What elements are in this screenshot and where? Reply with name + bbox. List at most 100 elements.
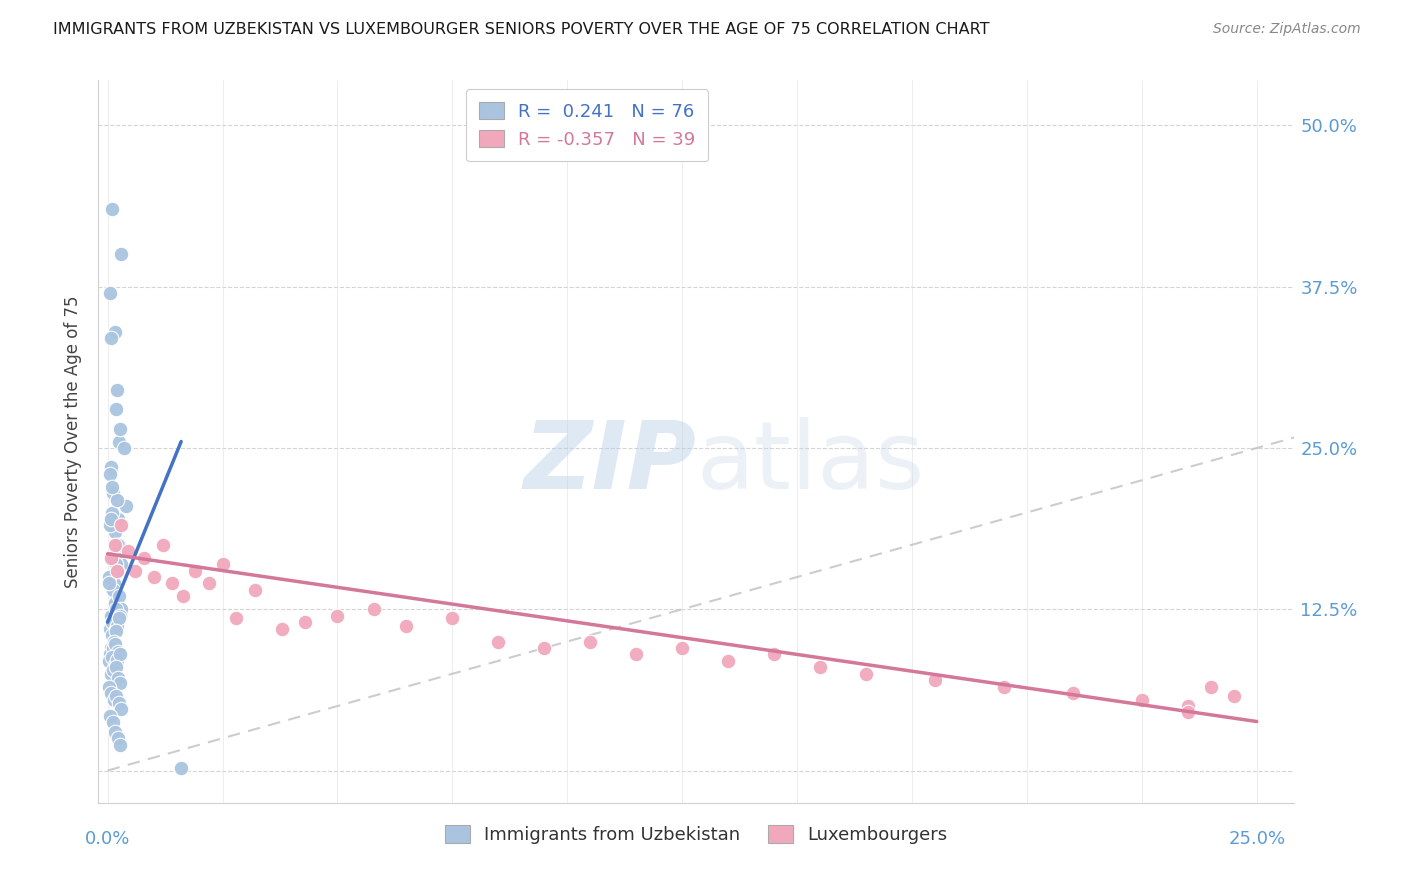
Point — [100, 480, 122, 494]
Point — [110, 602, 132, 616]
Point — [104, 538, 127, 552]
Point — [101, 628, 124, 642]
Point — [108, 608, 131, 623]
Point — [160, 576, 183, 591]
Point — [103, 634, 125, 648]
Point — [101, 714, 124, 729]
Point — [104, 724, 127, 739]
Point — [98, 680, 121, 694]
Point — [1177, 706, 1199, 720]
Point — [112, 441, 135, 455]
Point — [101, 582, 124, 597]
Point — [103, 325, 125, 339]
Point — [107, 590, 129, 604]
Point — [100, 608, 122, 623]
Point — [108, 544, 131, 558]
Point — [170, 761, 193, 775]
Point — [101, 640, 124, 655]
Text: IMMIGRANTS FROM UZBEKISTAN VS LUXEMBOURGER SENIORS POVERTY OVER THE AGE OF 75 CO: IMMIGRANTS FROM UZBEKISTAN VS LUXEMBOURG… — [53, 22, 990, 37]
Legend: Immigrants from Uzbekistan, Luxembourgers: Immigrants from Uzbekistan, Luxembourger… — [436, 816, 956, 853]
Y-axis label: Seniors Poverty Over the Age of 75: Seniors Poverty Over the Age of 75 — [65, 295, 83, 588]
Point — [142, 570, 165, 584]
Point — [184, 564, 207, 578]
Point — [395, 619, 418, 633]
Point — [486, 634, 509, 648]
Point — [105, 652, 128, 666]
Point — [103, 576, 125, 591]
Point — [100, 460, 122, 475]
Point — [107, 697, 129, 711]
Text: ZIP: ZIP — [523, 417, 696, 509]
Point — [100, 615, 122, 630]
Point — [103, 624, 125, 639]
Point — [100, 666, 122, 681]
Point — [100, 550, 122, 565]
Point — [108, 611, 131, 625]
Point — [134, 550, 156, 565]
Point — [105, 624, 128, 639]
Point — [98, 286, 121, 301]
Point — [103, 524, 125, 539]
Point — [98, 518, 122, 533]
Point — [172, 590, 194, 604]
Point — [101, 486, 124, 500]
Point — [98, 709, 121, 723]
Point — [124, 564, 146, 578]
Point — [197, 576, 219, 591]
Point — [103, 538, 125, 552]
Point — [98, 648, 122, 662]
Point — [717, 654, 740, 668]
Point — [98, 654, 121, 668]
Point — [98, 467, 121, 481]
Point — [294, 615, 316, 630]
Point — [104, 402, 127, 417]
Point — [104, 657, 127, 672]
Point — [105, 564, 128, 578]
Point — [110, 518, 132, 533]
Point — [101, 663, 124, 677]
Point — [100, 512, 122, 526]
Point — [103, 550, 125, 565]
Point — [1130, 692, 1153, 706]
Point — [104, 660, 127, 674]
Point — [225, 611, 247, 625]
Point — [441, 611, 464, 625]
Point — [115, 499, 138, 513]
Point — [107, 671, 129, 685]
Point — [103, 692, 125, 706]
Point — [626, 648, 648, 662]
Point — [152, 538, 174, 552]
Point — [107, 512, 129, 526]
Point — [100, 331, 122, 345]
Text: Source: ZipAtlas.com: Source: ZipAtlas.com — [1213, 22, 1361, 37]
Point — [110, 701, 132, 715]
Point — [104, 596, 127, 610]
Point — [101, 615, 124, 630]
Point — [363, 602, 385, 616]
Point — [107, 645, 129, 659]
Point — [108, 538, 131, 552]
Text: atlas: atlas — [696, 417, 924, 509]
Point — [104, 637, 127, 651]
Point — [107, 731, 129, 746]
Point — [103, 634, 125, 648]
Point — [533, 640, 555, 655]
Point — [110, 247, 132, 261]
Point — [105, 564, 128, 578]
Point — [104, 602, 127, 616]
Point — [1177, 699, 1199, 714]
Point — [117, 544, 139, 558]
Text: 25.0%: 25.0% — [1229, 830, 1285, 848]
Point — [108, 648, 131, 662]
Point — [763, 648, 786, 662]
Point — [1223, 689, 1246, 703]
Point — [101, 506, 124, 520]
Point — [105, 383, 128, 397]
Point — [100, 650, 122, 665]
Point — [1062, 686, 1084, 700]
Point — [100, 686, 122, 700]
Point — [271, 622, 294, 636]
Point — [211, 557, 233, 571]
Point — [1199, 680, 1222, 694]
Point — [105, 689, 128, 703]
